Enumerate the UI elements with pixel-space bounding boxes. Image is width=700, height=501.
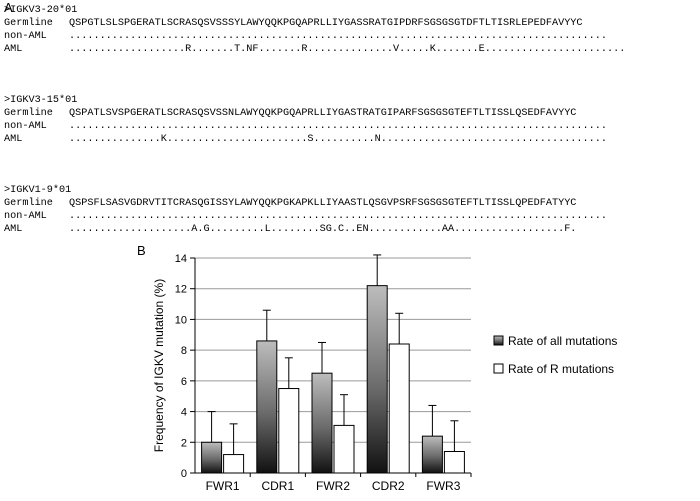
alignment-row: AML ...............K.....................… <box>4 133 607 146</box>
alignment-row: Germline QSPATLSVSPGERATLSCRASQSVSSNLAWYQ… <box>4 107 607 120</box>
alignment-row-sequence: QSPSFLSASVGDRVTITCRASQGISSYLAWYQQKPGKAPK… <box>69 198 577 209</box>
alignment-header: >IGKV3-15*01 <box>4 95 78 106</box>
alignment-row-label: AML <box>4 134 23 145</box>
y-tick-label: 2 <box>181 437 187 449</box>
alignment-row-sequence: ....................A.G.........L.......… <box>69 224 577 235</box>
alignment-row-label: non-AML <box>4 31 47 42</box>
panel-b-label: B <box>137 243 146 258</box>
bar <box>311 372 333 474</box>
alignment-row-sequence: ........................................… <box>69 121 607 132</box>
alignment-row-sequence: ...............K.......................S… <box>69 134 607 145</box>
alignment-header: >IGKV1-9*01 <box>4 185 72 196</box>
alignment-row-sequence: ...................R.......T.NF.......R.… <box>69 44 626 55</box>
y-tick-label: 4 <box>181 407 187 419</box>
y-tick-label: 8 <box>181 345 187 357</box>
y-tick-label: 14 <box>175 253 187 265</box>
x-tick-label: CDR2 <box>372 479 405 493</box>
y-tick-label: 12 <box>175 284 187 296</box>
bar <box>223 454 245 474</box>
y-axis-title: Frequency of IGKV mutation (%) <box>152 279 166 452</box>
bar <box>333 424 355 474</box>
alignment-block: >IGKV3-20*01 Germline QSPGTLSLSPGERATLSCRA… <box>4 4 625 56</box>
alignment-row-label: Germline <box>4 108 53 119</box>
alignment-row: AML ...................R.......T.NF......… <box>4 43 625 56</box>
alignment-row: AML ....................A.G.........L....… <box>4 223 607 236</box>
y-tick-label: 0 <box>181 468 187 480</box>
y-tick-label: 10 <box>175 314 187 326</box>
alignment-row-label: AML <box>4 44 23 55</box>
alignment-row-label: non-AML <box>4 121 47 132</box>
alignment-row: non-AML.................................… <box>4 30 625 43</box>
alignment-row-sequence: ........................................… <box>69 211 607 222</box>
bar <box>443 451 465 474</box>
bar <box>421 435 443 474</box>
x-tick-label: FWR3 <box>426 479 460 493</box>
alignment-block: >IGKV1-9*01 Germline QSPSFLSASVGDRVTITCRAS… <box>4 184 607 236</box>
x-tick-label: FWR2 <box>316 479 350 493</box>
alignment-row: Germline QSPSFLSASVGDRVTITCRASQGISSYLAWYQ… <box>4 197 607 210</box>
alignment-row-label: AML <box>4 224 23 235</box>
alignment-row: non-AML.................................… <box>4 120 607 133</box>
alignment-row-sequence: ........................................… <box>69 31 607 42</box>
legend-swatch <box>493 363 504 374</box>
legend-label: Rate of all mutations <box>508 334 617 348</box>
alignment-row-sequence: QSPGTLSLSPGERATLSCRASQSVSSSYLAWYQQKPGQAP… <box>69 18 583 29</box>
alignment-row-label: Germline <box>4 18 53 29</box>
alignment-row-sequence: QSPATLSVSPGERATLSCRASQSVSSNLAWYQQKPGQAPR… <box>69 108 577 119</box>
y-tick-label: 6 <box>181 376 187 388</box>
alignment-row: Germline QSPGTLSLSPGERATLSCRASQSVSSSYLAWY… <box>4 17 625 30</box>
alignment-row-label: non-AML <box>4 211 47 222</box>
x-tick-label: CDR1 <box>261 479 294 493</box>
panel-a-label: A <box>4 0 13 15</box>
bar <box>366 285 388 474</box>
bar <box>201 441 223 474</box>
bar <box>278 388 300 474</box>
bar <box>388 343 410 474</box>
bar <box>256 340 278 474</box>
legend-swatch <box>493 335 504 346</box>
alignment-row-label: Germline <box>4 198 53 209</box>
legend-label: Rate of R mutations <box>508 362 614 376</box>
x-tick-label: FWR1 <box>206 479 240 493</box>
alignment-row: non-AML.................................… <box>4 210 607 223</box>
alignment-block: >IGKV3-15*01 Germline QSPATLSVSPGERATLSCRA… <box>4 94 607 146</box>
alignment-header: >IGKV3-20*01 <box>4 5 78 16</box>
